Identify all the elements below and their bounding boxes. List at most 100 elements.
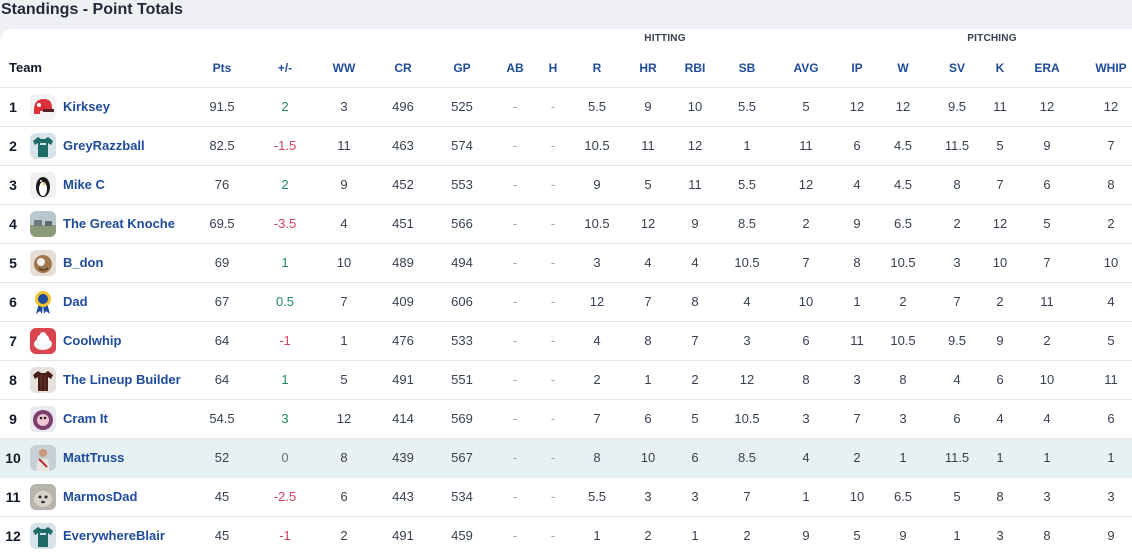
stat-cell: 1 — [281, 372, 289, 387]
table-row: 9 Cram It 54.5 3 12 414 569 - - 7 6 5 10.5 3 7 3 6 4 4 6 — [0, 400, 1132, 439]
stat-cell: 4 — [691, 255, 699, 270]
stat-cell: 3 — [691, 489, 699, 504]
stat-cell: 3 — [1043, 489, 1051, 504]
stat-cell: 45 — [214, 528, 230, 543]
stat-cell: 1 — [691, 528, 699, 543]
rank-cell: 4 — [9, 216, 17, 232]
stat-cell: 11 — [1040, 294, 1054, 309]
team-name-link[interactable]: GreyRazzball — [63, 138, 145, 153]
column-header-whip[interactable]: WHIP — [1095, 61, 1127, 75]
stat-cell: 1 — [953, 528, 961, 543]
column-header-ww[interactable]: WW — [332, 61, 356, 75]
stat-cell: 2 — [953, 216, 961, 231]
stat-cell: 4 — [853, 177, 861, 192]
stat-cell: - — [550, 294, 556, 309]
team-name-link[interactable]: Kirksey — [63, 99, 110, 114]
rank-cell: 2 — [9, 138, 17, 154]
column-header-h[interactable]: H — [548, 61, 558, 75]
animal-photo — [30, 484, 56, 510]
stat-cell: 11 — [641, 138, 655, 153]
stat-cell: - — [550, 216, 556, 231]
column-header-w[interactable]: W — [897, 61, 909, 75]
stat-cell: 91.5 — [209, 99, 235, 114]
team-name-link[interactable]: MarmosDad — [63, 489, 138, 504]
group-label-pitching: PITCHING — [967, 33, 1017, 44]
team-name-link[interactable]: Dad — [63, 294, 88, 309]
rank-cell: 3 — [9, 177, 17, 193]
stat-cell: 7 — [853, 411, 861, 426]
stat-cell: - — [512, 294, 518, 309]
column-header-rbi[interactable]: RBI — [684, 61, 706, 75]
stat-cell: 8 — [802, 372, 810, 387]
column-header-ab[interactable]: AB — [506, 61, 524, 75]
stat-cell: 551 — [451, 372, 473, 387]
table-row: 11 MarmosDad 45 -2.5 6 443 534 - - 5.5 3 3 7 1 10 6.5 5 8… — [0, 478, 1132, 517]
column-header-r[interactable]: R — [592, 61, 602, 75]
team-name-link[interactable]: B_don — [63, 255, 104, 270]
stat-cell: 12 — [849, 99, 865, 114]
team-name-link[interactable]: Coolwhip — [63, 333, 122, 348]
stat-cell: 491 — [392, 528, 414, 543]
stat-cell: 6 — [953, 411, 961, 426]
column-header-k[interactable]: K — [995, 61, 1005, 75]
stat-cell: 9 — [1043, 138, 1051, 153]
stat-cell: 12 — [589, 294, 605, 309]
column-header-pts[interactable]: Pts — [212, 61, 232, 75]
team-name-link[interactable]: MattTruss — [63, 450, 125, 465]
stat-cell: 3 — [996, 528, 1004, 543]
stat-cell: 4 — [593, 333, 601, 348]
stat-cell: 8 — [644, 333, 652, 348]
stat-cell: 10 — [336, 255, 352, 270]
stat-cell: 10.5 — [584, 216, 610, 231]
team-name-link[interactable]: The Lineup Builder — [63, 372, 181, 387]
stat-cell: -1 — [279, 528, 291, 543]
stat-cell: 534 — [451, 489, 473, 504]
column-header-ip[interactable]: IP — [851, 61, 863, 75]
rank-cell: 7 — [9, 333, 17, 349]
stat-cell: 10 — [1103, 255, 1119, 270]
column-header-cr[interactable]: CR — [394, 61, 412, 75]
stat-cell: 12 — [336, 411, 352, 426]
team-name-link[interactable]: EverywhereBlair — [63, 528, 165, 543]
stat-cell: -1 — [279, 333, 291, 348]
stat-cell: 7 — [743, 489, 751, 504]
column-header-plus-minus[interactable]: +/- — [277, 61, 293, 75]
column-header-gp[interactable]: GP — [453, 61, 471, 75]
stat-cell: 2 — [1043, 333, 1051, 348]
stat-cell: 4.5 — [893, 138, 913, 153]
stat-cell: - — [512, 528, 518, 543]
column-header-hr[interactable]: HR — [639, 61, 657, 75]
rank-cell: 11 — [5, 489, 21, 505]
column-header-avg[interactable]: AVG — [793, 61, 819, 75]
team-name-link[interactable]: Cram It — [63, 411, 108, 426]
team-name-link[interactable]: Mike C — [63, 177, 105, 192]
team-name-link[interactable]: The Great Knoche — [63, 216, 175, 231]
stat-cell: 7 — [644, 294, 652, 309]
column-header-era[interactable]: ERA — [1034, 61, 1060, 75]
stat-cell: 12 — [895, 99, 911, 114]
penguin-icon — [30, 172, 56, 198]
column-header-sv[interactable]: SV — [948, 61, 966, 75]
stat-cell: - — [512, 450, 518, 465]
stat-cell: 10 — [640, 450, 656, 465]
stat-cell: 10.5 — [584, 138, 610, 153]
stat-cell: 409 — [392, 294, 414, 309]
stat-cell: 10.5 — [734, 255, 760, 270]
stat-cell: 9 — [593, 177, 601, 192]
stat-cell: 4.5 — [893, 177, 913, 192]
stat-cell: 5 — [691, 411, 699, 426]
team-column-header[interactable]: Team — [9, 60, 42, 75]
stat-cell: 6 — [802, 333, 810, 348]
column-header-sb[interactable]: SB — [738, 61, 756, 75]
stat-cell: 3 — [644, 489, 652, 504]
stat-cell: - — [550, 333, 556, 348]
stat-cell: 11 — [337, 138, 351, 153]
stat-cell: 2 — [340, 528, 348, 543]
stat-cell: 8 — [853, 255, 861, 270]
stat-cell: 11 — [799, 138, 813, 153]
stat-cell: 4 — [953, 372, 961, 387]
stat-cell: 3 — [593, 255, 601, 270]
table-row: 3 Mike C 76 2 9 452 553- -9 5 11 5.5 12 4 4.5 8 7 6 8 — [0, 166, 1132, 205]
stat-cell: 5 — [644, 177, 652, 192]
group-label-hitting: HITTING — [644, 33, 686, 44]
